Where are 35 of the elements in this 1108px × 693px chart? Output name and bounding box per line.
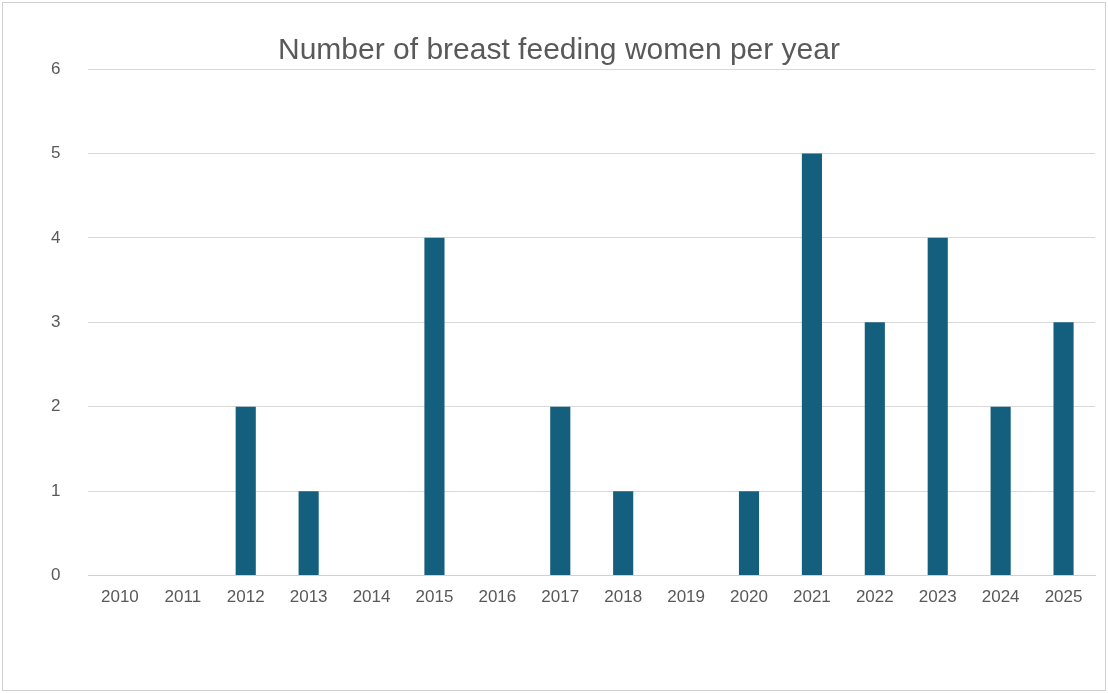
x-tick-label: 2010: [101, 587, 139, 607]
bar: [613, 491, 634, 576]
x-tick-label: 2014: [352, 587, 391, 607]
y-tick-label: 2: [50, 396, 61, 416]
bar: [864, 322, 885, 576]
x-tick-label: 2022: [855, 587, 894, 607]
x-tick-label: 2012: [226, 587, 265, 607]
x-tick-label: 2013: [289, 587, 328, 607]
x-tick-label: 2017: [541, 587, 580, 607]
x-tick-label: 2018: [604, 587, 643, 607]
bar: [927, 237, 948, 576]
bar: [424, 237, 445, 576]
x-tick-label: 2016: [478, 587, 517, 607]
bar: [801, 153, 822, 576]
bar: [990, 406, 1011, 576]
bar: [550, 406, 571, 576]
y-tick-label: 4: [50, 227, 61, 247]
x-tick-label: 2025: [1044, 587, 1083, 607]
chart-title: Number of breast feeding women per year: [278, 32, 840, 66]
x-tick-label: 2024: [981, 587, 1020, 607]
bar: [1053, 322, 1074, 576]
x-tick-label: 2020: [730, 587, 768, 607]
bar: [298, 491, 319, 576]
y-tick-label: 5: [50, 143, 61, 163]
y-tick-label: 0: [50, 565, 61, 585]
x-tick-label: 2023: [918, 587, 957, 607]
x-tick-label: 2021: [793, 587, 831, 607]
y-tick-label: 3: [50, 311, 61, 331]
y-tick-label: 1: [50, 480, 61, 500]
x-tick-label: 2015: [415, 587, 454, 607]
x-tick-label: 2011: [164, 587, 202, 607]
y-tick-label: 6: [50, 58, 61, 78]
bar: [738, 491, 760, 576]
x-tick-label: 2019: [667, 587, 706, 607]
bar: [235, 406, 256, 576]
